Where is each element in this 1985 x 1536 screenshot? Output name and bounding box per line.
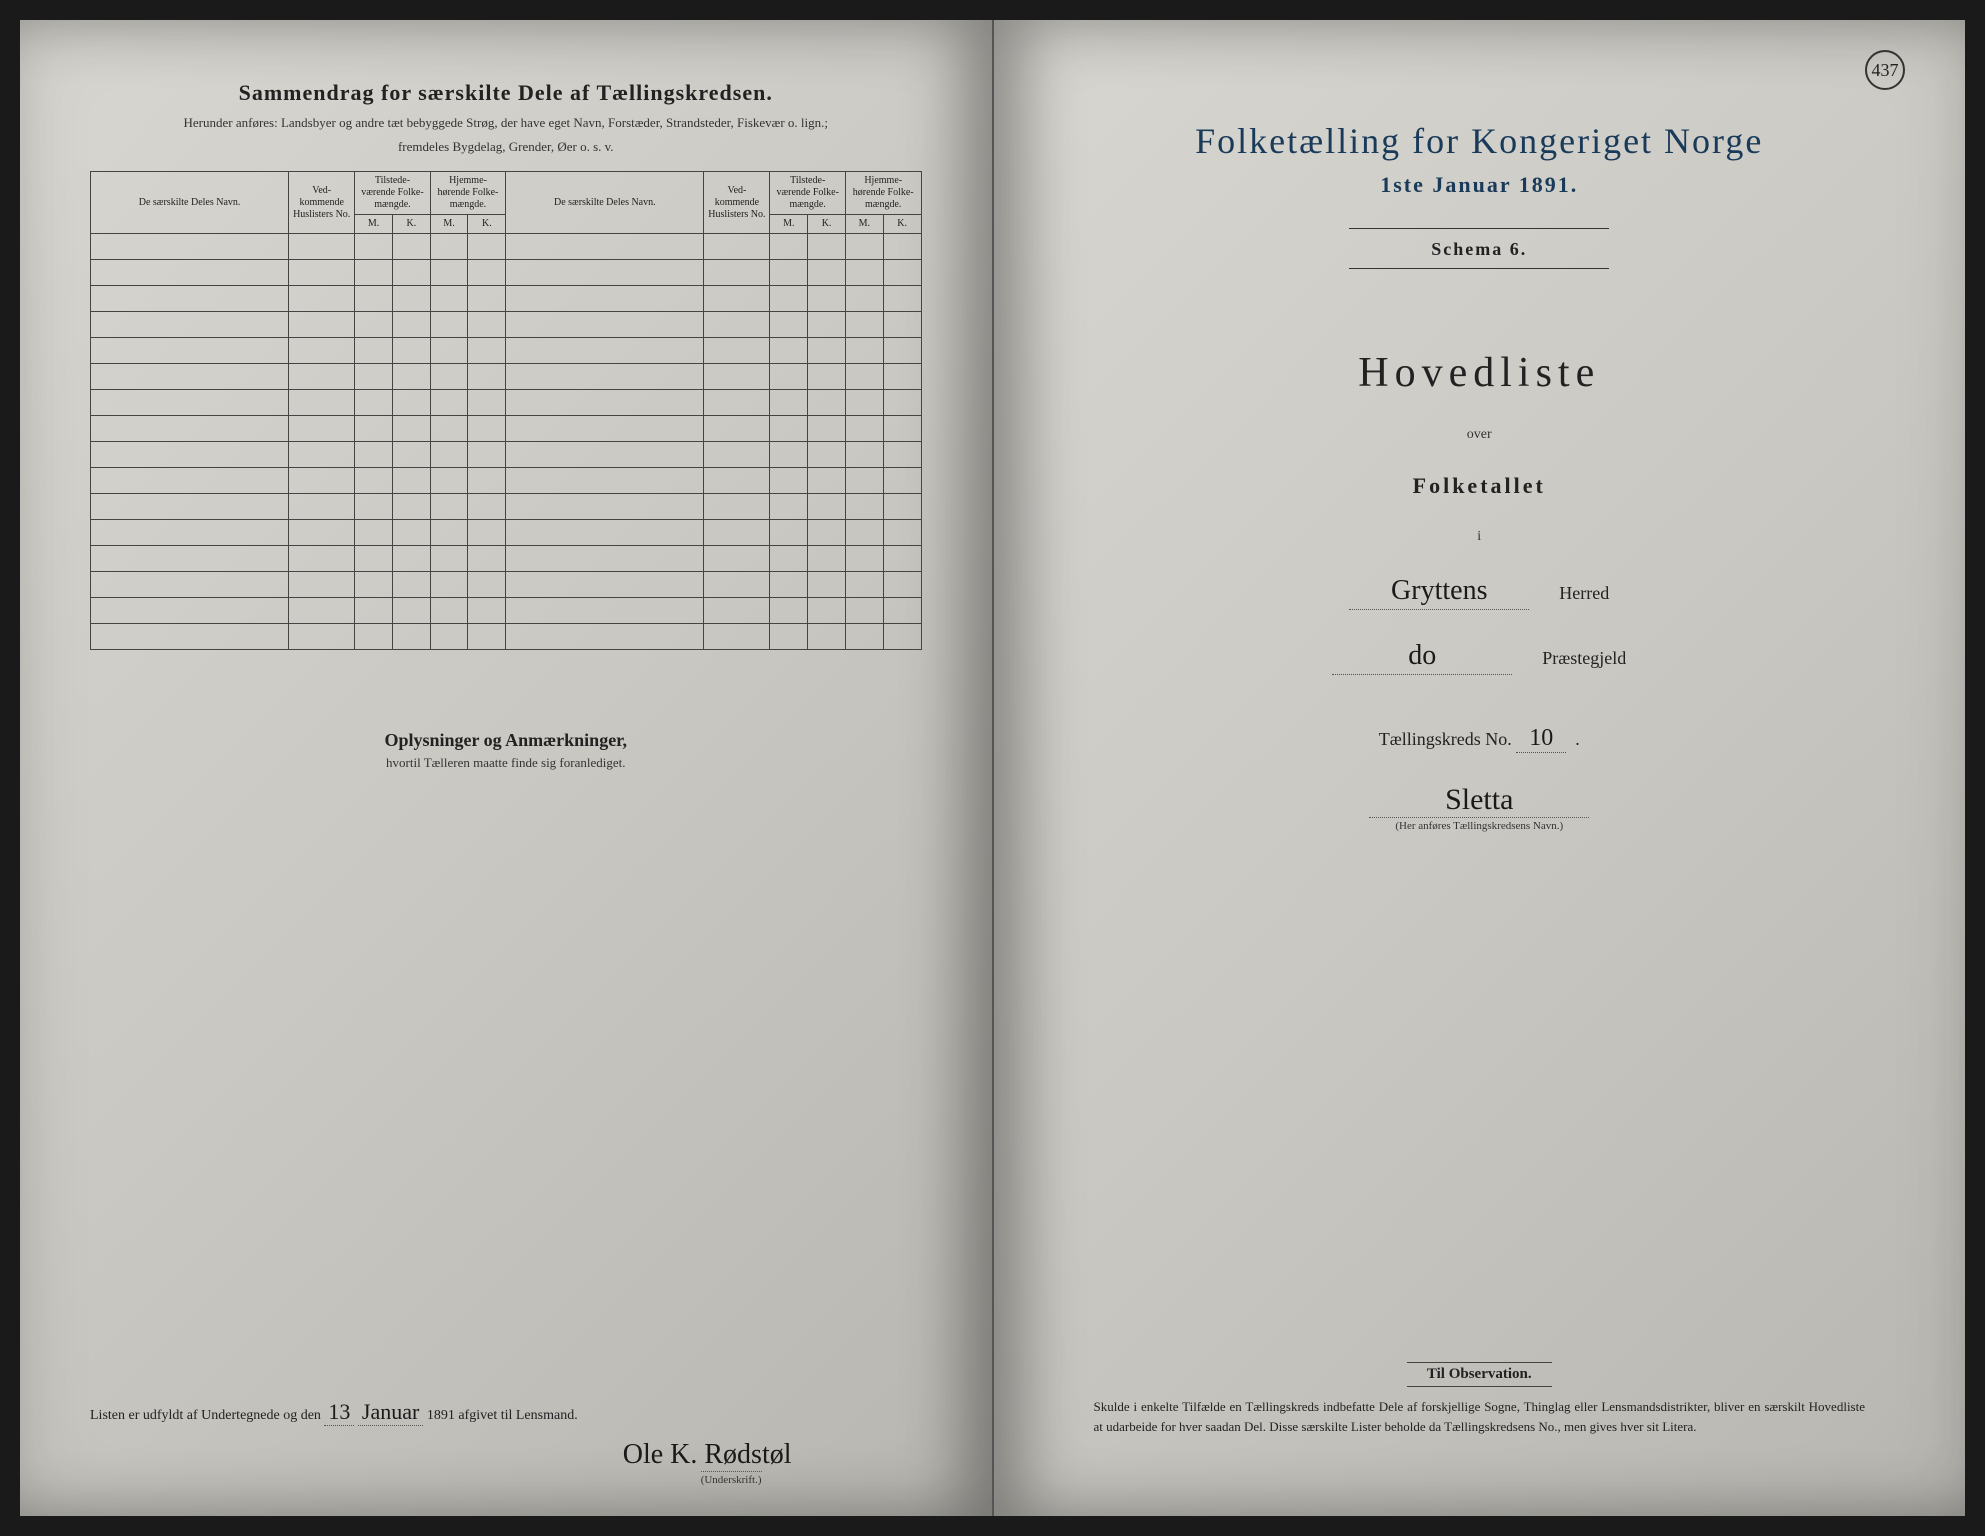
book-spread: Sammendrag for særskilte Dele af Tælling… — [20, 20, 1965, 1516]
table-row — [91, 286, 922, 312]
table-row — [91, 468, 922, 494]
signature-line: Listen er udfyldt af Undertegnede og den… — [90, 1399, 922, 1426]
folketallet-label: Folketallet — [1064, 473, 1896, 499]
th-m: M. — [770, 215, 808, 234]
ledger-table: De særskilte Deles Navn. Ved- kommende H… — [90, 171, 922, 650]
praeste-row: do Præstegjeld — [1064, 640, 1896, 675]
th-husl-2: Ved- kommende Huslisters No. — [704, 172, 770, 234]
remarks-sub: hvortil Tælleren maatte finde sig foranl… — [90, 755, 922, 771]
kreds-name: Sletta — [1369, 783, 1589, 818]
th-tilstede-1: Tilstede- værende Folke- mængde. — [355, 172, 431, 215]
over-label: over — [1064, 427, 1896, 443]
table-row — [91, 416, 922, 442]
kreds-name-row: Sletta — [1064, 783, 1896, 818]
th-m: M. — [845, 215, 883, 234]
table-row — [91, 494, 922, 520]
left-page: Sammendrag for særskilte Dele af Tælling… — [20, 20, 994, 1516]
obs-title: Til Observation. — [1407, 1362, 1552, 1387]
observation-block: Til Observation. Skulde i enkelte Tilfæl… — [1094, 1362, 1866, 1436]
schema-label: Schema 6. — [1064, 239, 1896, 260]
census-title: Folketælling for Kongeriget Norge — [1064, 120, 1896, 162]
sig-year: 1891 afgivet til Lensmand. — [427, 1408, 578, 1423]
ledger-body — [91, 234, 922, 650]
remarks-title: Oplysninger og Anmærkninger, — [90, 730, 922, 751]
table-row — [91, 546, 922, 572]
th-k: K. — [468, 215, 506, 234]
right-page: 437 Folketælling for Kongeriget Norge 1s… — [994, 20, 1966, 1516]
table-row — [91, 234, 922, 260]
table-row — [91, 442, 922, 468]
th-k: K. — [808, 215, 846, 234]
th-k: K. — [883, 215, 921, 234]
signer-label: (Underskrift.) — [701, 1471, 762, 1486]
kreds-row: Tællingskreds No. 10 . — [1064, 725, 1896, 753]
th-hjemme-1: Hjemme- hørende Folke- mængde. — [430, 172, 506, 215]
th-name-2: De særskilte Deles Navn. — [506, 172, 704, 234]
left-subtitle-1: Herunder anføres: Landsbyer og andre tæt… — [90, 114, 922, 132]
th-m: M. — [430, 215, 468, 234]
page-number: 437 — [1865, 50, 1905, 90]
kreds-note: (Her anføres Tællingskredsens Navn.) — [1064, 820, 1896, 832]
sig-day: 13 — [324, 1399, 354, 1426]
obs-text: Skulde i enkelte Tilfælde en Tællingskre… — [1094, 1397, 1866, 1436]
th-tilstede-2: Tilstede- værende Folke- mængde. — [770, 172, 846, 215]
praeste-label: Præstegjeld — [1542, 648, 1626, 669]
divider — [1349, 268, 1609, 269]
th-k: K. — [392, 215, 430, 234]
divider — [1349, 228, 1609, 229]
herred-label: Herred — [1559, 583, 1609, 604]
table-row — [91, 364, 922, 390]
left-subtitle-2: fremdeles Bygdelag, Grender, Øer o. s. v… — [90, 138, 922, 156]
th-hjemme-2: Hjemme- hørende Folke- mængde. — [845, 172, 921, 215]
table-row — [91, 260, 922, 286]
th-husl-1: Ved- kommende Huslisters No. — [289, 172, 355, 234]
table-row — [91, 520, 922, 546]
sig-prefix: Listen er udfyldt af Undertegnede og den — [90, 1408, 321, 1423]
table-row — [91, 312, 922, 338]
sig-month: Januar — [358, 1399, 423, 1426]
hovedliste-title: Hovedliste — [1064, 349, 1896, 397]
i-label: i — [1064, 529, 1896, 545]
kreds-no: 10 — [1516, 725, 1566, 753]
signer-name: Ole K. Rødstøl — [623, 1439, 792, 1471]
th-name-1: De særskilte Deles Navn. — [91, 172, 289, 234]
census-date: 1ste Januar 1891. — [1064, 172, 1896, 198]
table-row — [91, 572, 922, 598]
left-title: Sammendrag for særskilte Dele af Tælling… — [90, 80, 922, 106]
th-m: M. — [355, 215, 393, 234]
herred-row: Gryttens Herred — [1064, 575, 1896, 610]
table-row — [91, 598, 922, 624]
table-row — [91, 624, 922, 650]
table-row — [91, 338, 922, 364]
kreds-label: Tællingskreds No. — [1379, 729, 1512, 749]
herred-value: Gryttens — [1349, 575, 1529, 610]
praeste-value: do — [1332, 640, 1512, 675]
table-row — [91, 390, 922, 416]
